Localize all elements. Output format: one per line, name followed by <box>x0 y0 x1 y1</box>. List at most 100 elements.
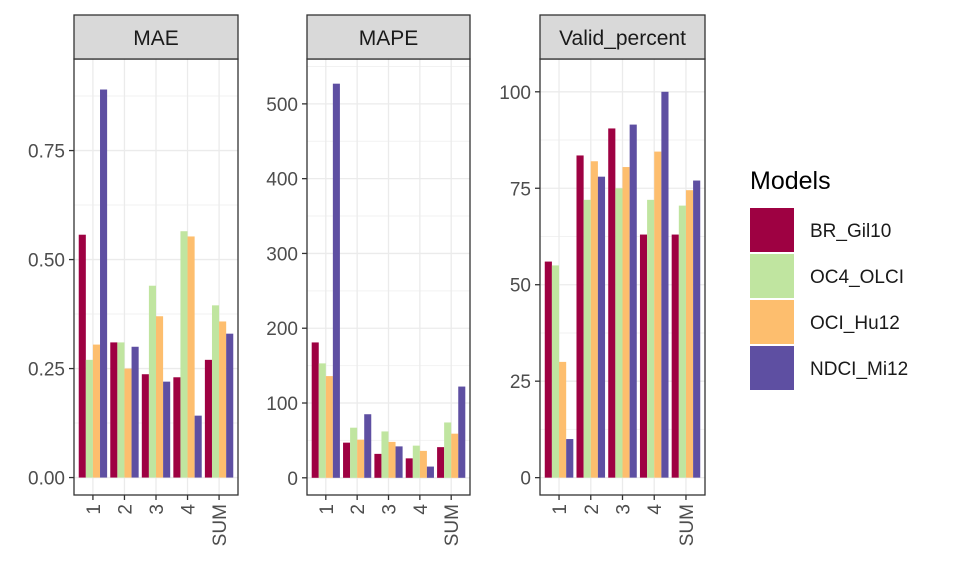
x-tick-label: 2 <box>348 504 369 515</box>
y-tick-label: 0 <box>287 469 298 490</box>
bar-BR_Gil10-1 <box>544 261 552 478</box>
x-tick-label: SUM <box>442 504 463 546</box>
bar-OC4_OLCI-SUM <box>444 422 452 478</box>
bar-OC4_OLCI-1 <box>551 265 560 478</box>
x-tick-label: SUM <box>210 504 231 546</box>
x-tick-label: 2 <box>582 504 603 515</box>
y-tick-label: 0.50 <box>28 251 65 272</box>
bar-OCI_Hu12-SUM <box>451 433 459 478</box>
y-tick-label: 75 <box>510 179 531 200</box>
x-tick-label: 3 <box>147 504 168 515</box>
bar-OC4_OLCI-SUM <box>678 205 686 478</box>
bar-NDCI_Mi12-1 <box>100 89 108 478</box>
bar-BR_Gil10-4 <box>639 234 648 478</box>
x-tick-label: 4 <box>411 504 432 515</box>
bar-OC4_OLCI-3 <box>148 285 156 478</box>
bar-NDCI_Mi12-1 <box>566 439 574 478</box>
bar-BR_Gil10-1 <box>78 234 86 478</box>
facet-strip <box>539 14 706 60</box>
facet-strip <box>73 14 239 60</box>
bar-BR_Gil10-3 <box>608 128 616 478</box>
bar-OCI_Hu12-SUM <box>219 321 227 478</box>
bar-OCI_Hu12-4 <box>419 450 427 478</box>
bar-OCI_Hu12-3 <box>622 167 630 478</box>
x-tick-label: 1 <box>550 504 571 515</box>
bar-BR_Gil10-SUM <box>204 359 212 478</box>
bar-OCI_Hu12-1 <box>92 344 101 478</box>
bar-OC4_OLCI-3 <box>381 431 389 478</box>
bar-NDCI_Mi12-2 <box>597 176 606 478</box>
bar-OCI_Hu12-3 <box>156 316 164 478</box>
facet-title: MAPE <box>359 27 419 50</box>
bar-OC4_OLCI-1 <box>85 359 93 478</box>
y-tick-label: 500 <box>266 95 298 116</box>
bar-OCI_Hu12-1 <box>559 361 567 478</box>
x-tick-label: 1 <box>317 504 338 515</box>
bar-OCI_Hu12-4 <box>187 236 195 478</box>
y-tick-label: 0 <box>520 469 531 490</box>
facet-strip <box>306 14 471 60</box>
legend-label-NDCI_Mi12: NDCI_Mi12 <box>810 359 908 380</box>
y-tick-label: 0.25 <box>28 360 65 381</box>
bar-OC4_OLCI-SUM <box>211 305 220 478</box>
facet-panel-1: MAE 0.00 0.25 0.50 0.75 1 2 3 4 SUM <box>28 14 239 546</box>
legend-key-BR_Gil10 <box>750 208 794 252</box>
bar-OC4_OLCI-2 <box>117 342 125 478</box>
bar-OCI_Hu12-3 <box>388 441 396 478</box>
chart-legend: Models BR_Gil10 OC4_OLCI OCI_Hu12 NDCI_Mi12 <box>750 167 908 390</box>
bar-NDCI_Mi12-3 <box>395 446 403 478</box>
legend-label-OC4_OLCI: OC4_OLCI <box>810 267 904 288</box>
bar-OC4_OLCI-4 <box>647 199 655 478</box>
legend-key-OC4_OLCI <box>750 254 794 298</box>
facet-title: Valid_percent <box>559 27 686 50</box>
bar-OCI_Hu12-2 <box>590 161 598 478</box>
x-tick-label: SUM <box>677 504 698 546</box>
bar-NDCI_Mi12-2 <box>131 346 139 478</box>
bar-OC4_OLCI-2 <box>583 199 591 478</box>
bar-NDCI_Mi12-SUM <box>693 180 701 478</box>
bar-NDCI_Mi12-SUM <box>458 386 466 478</box>
facet-panel-3: Valid_percent 0 25 50 75 100 1 2 3 4 SUM <box>499 14 706 546</box>
y-tick-label: 300 <box>266 244 298 265</box>
bar-BR_Gil10-2 <box>110 342 118 478</box>
y-tick-label: 50 <box>510 276 531 297</box>
bar-OCI_Hu12-SUM <box>685 190 694 478</box>
bar-OCI_Hu12-2 <box>357 439 365 478</box>
x-tick-label: 1 <box>84 504 105 515</box>
x-tick-label: 3 <box>380 504 401 515</box>
bar-NDCI_Mi12-2 <box>364 414 372 478</box>
legend-title: Models <box>750 167 831 195</box>
bar-BR_Gil10-SUM <box>437 447 445 478</box>
legend-key-OCI_Hu12 <box>750 300 794 344</box>
y-tick-label: 400 <box>266 170 298 191</box>
bar-OCI_Hu12-2 <box>124 368 132 478</box>
y-tick-label: 25 <box>510 372 531 393</box>
bar-BR_Gil10-2 <box>343 442 351 478</box>
legend-label-BR_Gil10: BR_Gil10 <box>810 221 891 242</box>
bar-BR_Gil10-2 <box>576 155 584 478</box>
bar-BR_Gil10-SUM <box>671 234 679 478</box>
facet-panel-2: MAPE 0 100 200 300 400 500 1 2 3 4 SUM <box>266 14 471 546</box>
bar-BR_Gil10-4 <box>173 377 181 478</box>
bar-BR_Gil10-1 <box>311 342 319 478</box>
bar-OC4_OLCI-3 <box>615 188 623 478</box>
bar-OC4_OLCI-4 <box>180 231 188 478</box>
y-tick-label: 0.75 <box>28 142 65 163</box>
bar-NDCI_Mi12-3 <box>629 124 637 478</box>
legend-label-OCI_Hu12: OCI_Hu12 <box>810 313 900 334</box>
legend-key-NDCI_Mi12 <box>750 346 794 390</box>
y-tick-label: 200 <box>266 319 298 340</box>
bar-NDCI_Mi12-4 <box>194 415 202 478</box>
bar-OCI_Hu12-4 <box>654 151 662 478</box>
bar-NDCI_Mi12-SUM <box>226 333 234 478</box>
bar-BR_Gil10-3 <box>374 453 382 478</box>
bar-BR_Gil10-4 <box>405 458 413 478</box>
bar-OC4_OLCI-4 <box>412 445 420 478</box>
y-tick-label: 100 <box>266 394 298 415</box>
bar-NDCI_Mi12-4 <box>426 466 434 478</box>
bar-BR_Gil10-3 <box>141 374 149 478</box>
x-tick-label: 4 <box>645 504 666 515</box>
bar-OC4_OLCI-1 <box>318 363 326 478</box>
